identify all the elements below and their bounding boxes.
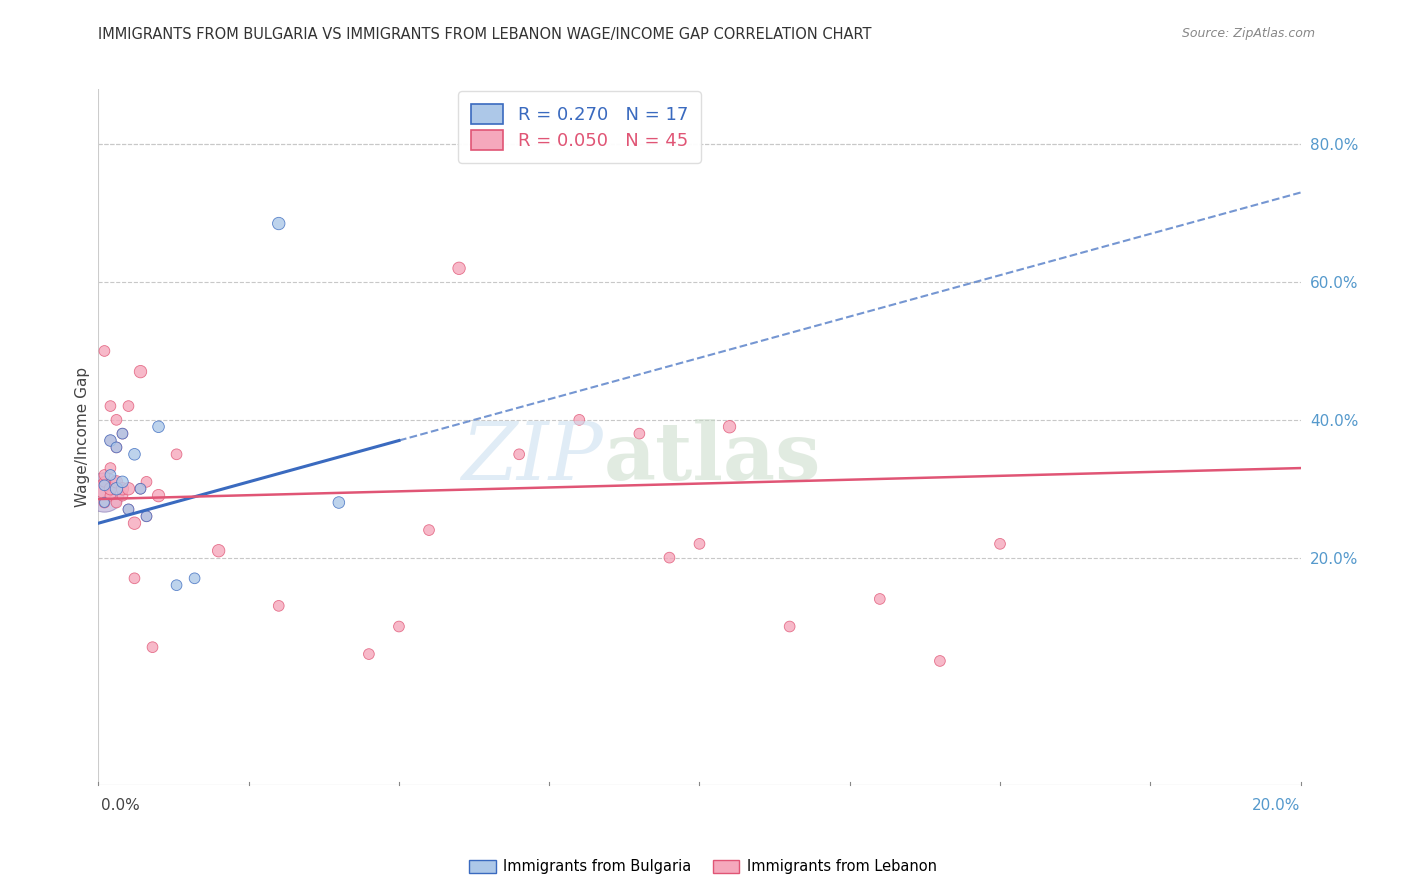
Point bbox=[105, 441, 128, 455]
Point bbox=[208, 543, 231, 558]
Point bbox=[111, 426, 134, 441]
Text: 0.0%: 0.0% bbox=[101, 798, 141, 814]
Text: Source: ZipAtlas.com: Source: ZipAtlas.com bbox=[1181, 27, 1315, 40]
Point bbox=[93, 495, 115, 509]
Point bbox=[718, 419, 741, 434]
Point bbox=[100, 434, 122, 448]
Point bbox=[100, 467, 122, 482]
Text: IMMIGRANTS FROM BULGARIA VS IMMIGRANTS FROM LEBANON WAGE/INCOME GAP CORRELATION : IMMIGRANTS FROM BULGARIA VS IMMIGRANTS F… bbox=[98, 27, 872, 42]
Point bbox=[135, 509, 157, 524]
Point bbox=[105, 495, 128, 509]
Point bbox=[388, 619, 411, 633]
Point bbox=[418, 523, 440, 537]
Point bbox=[328, 495, 350, 509]
Point bbox=[93, 475, 115, 489]
Point bbox=[100, 482, 122, 496]
Point bbox=[447, 261, 470, 276]
Point bbox=[105, 475, 128, 489]
Point bbox=[267, 599, 290, 613]
Point bbox=[135, 509, 157, 524]
Point bbox=[988, 537, 1011, 551]
Point bbox=[779, 619, 801, 633]
Point bbox=[141, 640, 163, 655]
Point bbox=[93, 343, 115, 358]
Point bbox=[93, 478, 115, 492]
Point bbox=[100, 489, 122, 503]
Point bbox=[93, 485, 115, 500]
Point bbox=[357, 647, 380, 661]
Point bbox=[148, 419, 170, 434]
Text: 20.0%: 20.0% bbox=[1253, 798, 1301, 814]
Point bbox=[105, 441, 128, 455]
Point bbox=[100, 399, 122, 413]
Point bbox=[129, 365, 152, 379]
Point bbox=[93, 467, 115, 482]
Point bbox=[628, 426, 651, 441]
Point bbox=[117, 482, 139, 496]
Point bbox=[183, 571, 205, 585]
Point bbox=[93, 495, 115, 509]
Point bbox=[929, 654, 952, 668]
Point bbox=[93, 482, 115, 496]
Point bbox=[129, 482, 152, 496]
Text: atlas: atlas bbox=[603, 419, 821, 497]
Point bbox=[100, 434, 122, 448]
Point bbox=[117, 502, 139, 516]
Legend: R = 0.270   N = 17, R = 0.050   N = 45: R = 0.270 N = 17, R = 0.050 N = 45 bbox=[458, 91, 700, 162]
Point bbox=[166, 578, 188, 592]
Point bbox=[267, 217, 290, 231]
Point bbox=[568, 413, 591, 427]
Point bbox=[105, 482, 128, 496]
Point bbox=[124, 447, 146, 461]
Point bbox=[111, 482, 134, 496]
Point bbox=[135, 475, 157, 489]
Point bbox=[869, 591, 891, 606]
Point bbox=[148, 489, 170, 503]
Point bbox=[124, 516, 146, 531]
Point bbox=[129, 482, 152, 496]
Point bbox=[689, 537, 711, 551]
Point bbox=[508, 447, 530, 461]
Point bbox=[105, 413, 128, 427]
Point bbox=[111, 426, 134, 441]
Point bbox=[117, 399, 139, 413]
Point bbox=[166, 447, 188, 461]
Point bbox=[100, 461, 122, 475]
Point bbox=[111, 489, 134, 503]
Legend: Immigrants from Bulgaria, Immigrants from Lebanon: Immigrants from Bulgaria, Immigrants fro… bbox=[464, 854, 942, 880]
Point bbox=[124, 571, 146, 585]
Point bbox=[117, 502, 139, 516]
Y-axis label: Wage/Income Gap: Wage/Income Gap bbox=[75, 367, 90, 508]
Text: ZIP: ZIP bbox=[461, 419, 603, 497]
Point bbox=[658, 550, 681, 565]
Point bbox=[111, 475, 134, 489]
